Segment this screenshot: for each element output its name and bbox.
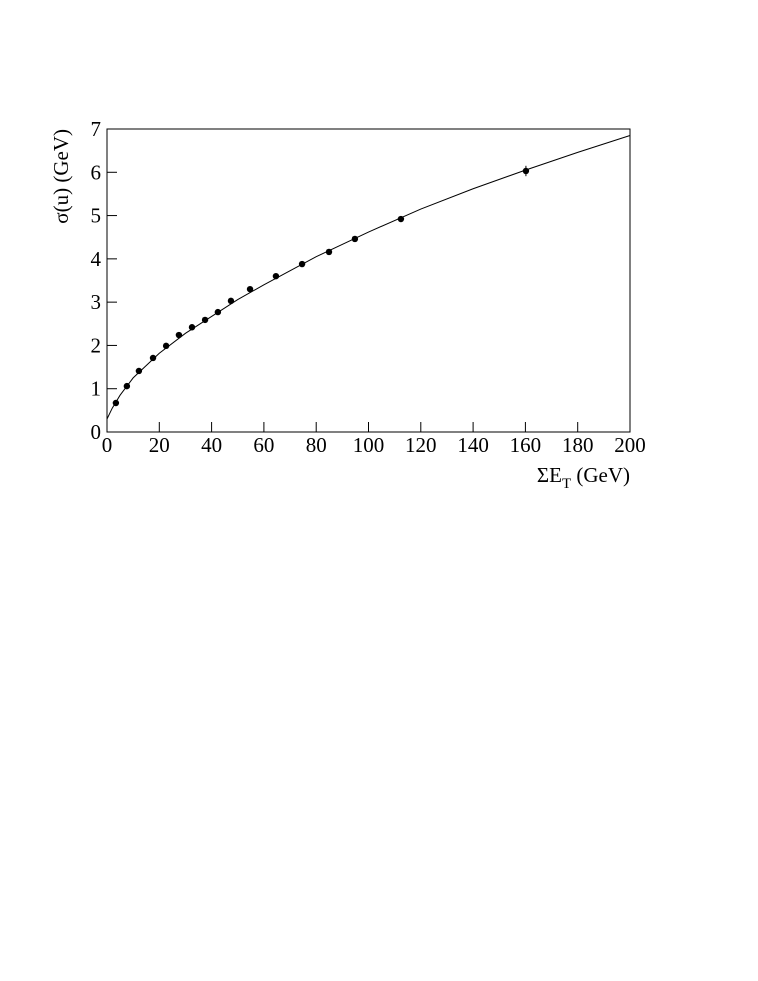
x-tick-label: 60 <box>253 433 274 457</box>
data-point <box>214 308 222 316</box>
y-tick-label: 2 <box>91 333 102 357</box>
x-axis-label-part: ΣE <box>537 463 562 487</box>
x-tick-label: 40 <box>201 433 222 457</box>
x-tick-label: 100 <box>353 433 385 457</box>
plot-frame <box>106 128 631 433</box>
data-point <box>272 272 280 280</box>
data-point <box>175 331 183 339</box>
y-tick-label: 0 <box>91 420 102 444</box>
data-point <box>188 324 196 331</box>
data-point <box>112 399 120 407</box>
x-tick-label: 0 <box>102 433 113 457</box>
data-point <box>201 316 209 324</box>
data-point <box>246 285 254 293</box>
x-tick-label: 80 <box>306 433 327 457</box>
data-point <box>135 367 143 375</box>
data-point <box>397 215 405 223</box>
data-point <box>351 235 359 243</box>
data-point <box>227 297 235 305</box>
x-tick-label: 20 <box>149 433 170 457</box>
fit-curve <box>106 135 631 420</box>
x-tick-label: 180 <box>562 433 594 457</box>
y-tick-label: 3 <box>91 290 102 314</box>
data-point <box>325 248 333 256</box>
y-tick-label: 5 <box>91 204 102 228</box>
y-tick-label: 6 <box>91 160 102 184</box>
x-tick-label: 200 <box>614 433 646 457</box>
x-axis-label: ΣET (GeV) <box>537 463 630 492</box>
y-tick-label: 4 <box>91 247 102 271</box>
data-point <box>162 342 170 350</box>
data-point <box>149 354 157 362</box>
data-point <box>298 260 306 268</box>
x-axis-label-part: (GeV) <box>571 463 630 487</box>
y-tick-label: 7 <box>91 117 102 141</box>
x-tick-label: 140 <box>457 433 489 457</box>
x-tick-label: 160 <box>510 433 542 457</box>
x-axis-label-part: T <box>562 476 571 492</box>
data-point <box>123 382 131 390</box>
y-axis-label: σ(u) (GeV) <box>49 129 73 224</box>
y-tick-label: 1 <box>91 377 102 401</box>
data-point <box>522 167 530 175</box>
x-tick-label: 120 <box>405 433 437 457</box>
